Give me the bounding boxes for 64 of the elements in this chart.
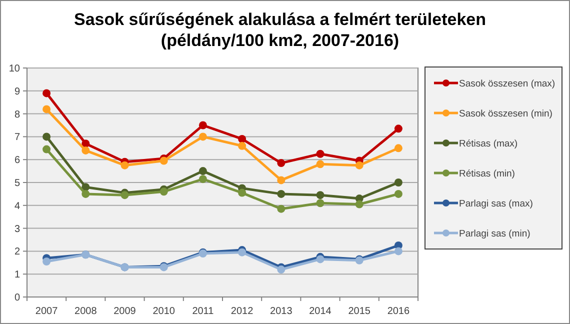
point [160,188,168,196]
x-tick-label: 2015 [348,306,371,317]
point [316,160,324,168]
point [238,142,246,150]
y-tick-label: 6 [14,155,20,166]
legend-label: Parlagi sas (max) [459,198,533,210]
point [394,190,402,198]
x-tick-label: 2013 [270,306,293,317]
point [42,105,51,114]
point [198,175,207,184]
point [316,150,324,158]
y-tick-label: 0 [14,292,20,304]
y-tick-label: 4 [14,200,20,212]
point [82,140,90,148]
point [238,135,246,143]
point [394,124,402,133]
point [238,188,246,197]
point [160,156,168,165]
point [277,190,286,198]
point [394,247,402,256]
point [198,121,207,130]
x-tick-label: 2009 [114,306,136,317]
x-tick-label: 2008 [74,306,98,317]
point [316,199,324,208]
legend-label: Sasok összesen (max) [459,78,556,90]
point [277,159,286,168]
y-tick-label: 5 [14,178,20,189]
y-tick-label: 10 [8,64,20,74]
x-tick-label: 2014 [309,306,332,317]
y-tick-label: 8 [14,109,20,120]
point [42,258,51,266]
chart-title: Sasok sűrűségének alakulása a felmért területeken (példány/100 km2, 2007-2016) [74,10,486,50]
legend-label: Rétisas (max) [459,138,518,150]
point [316,255,324,264]
x-tick-label: 2011 [192,306,214,317]
y-tick-label: 3 [14,224,20,235]
point [42,89,51,98]
point [316,191,324,200]
point [355,200,364,208]
y-tick-label: 9 [14,86,20,98]
x-tick-label: 2016 [387,306,410,317]
legend-label: Parlagi sas (min) [459,228,530,240]
point [394,178,402,186]
point [277,176,286,184]
point [198,167,207,176]
point [82,146,90,154]
point [355,161,364,170]
x-tick-label: 2007 [35,306,58,317]
point [82,190,90,198]
point [277,266,286,274]
point [120,191,129,200]
y-tick-label: 1 [14,270,20,281]
legend-label: Sasok összesen (min) [459,108,552,120]
x-tick-label: 2010 [152,306,176,317]
point [277,204,286,213]
legend-label: Rétisas (min) [459,168,515,180]
point [42,145,51,154]
point [394,144,402,152]
point [42,132,51,141]
point [198,132,207,141]
point [120,161,129,170]
y-tick-label: 7 [14,132,20,144]
y-tick-label: 2 [14,246,20,258]
x-tick-label: 2012 [230,306,254,317]
